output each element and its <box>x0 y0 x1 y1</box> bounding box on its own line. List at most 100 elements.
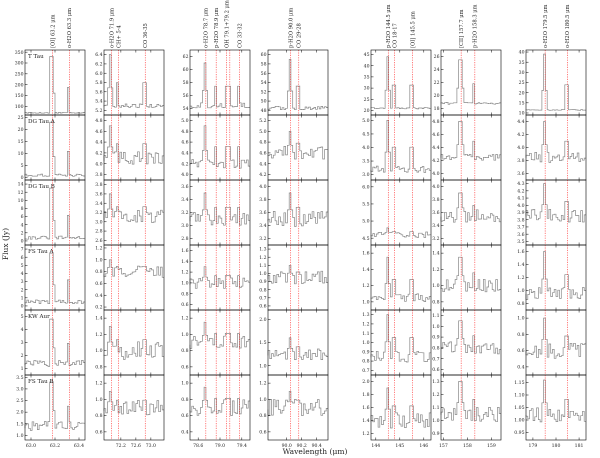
y-tick-label: 54 <box>261 80 267 86</box>
y-tick-label: 1.15 <box>514 380 524 386</box>
y-tick-label: 0 <box>21 304 24 310</box>
y-tick-label: 0.6 <box>259 429 266 435</box>
y-tick-label: 60 <box>183 67 189 73</box>
y-tick-label: 0.9 <box>432 431 439 437</box>
y-axis-label: Flux (Jy) <box>1 228 10 260</box>
panel-frame <box>525 374 587 441</box>
y-tick-label: 8 <box>21 206 24 212</box>
y-tick-label: 1.2 <box>181 316 188 322</box>
spectrum-line <box>370 56 431 110</box>
y-tick-label: 1.1 <box>259 263 266 269</box>
line-id-label: [OI] 145.5 μm <box>410 11 416 48</box>
y-tick-label: 0.6 <box>259 304 266 310</box>
y-tick-label: 2 <box>21 287 24 293</box>
y-tick-label: 0.6 <box>95 429 102 435</box>
y-tick-label: 1.4 <box>517 262 524 268</box>
y-tick-label: 0.7 <box>432 356 439 362</box>
x-tick-label: 158 <box>463 443 472 449</box>
spectrum-line <box>267 390 328 416</box>
y-tick-label: 1.00 <box>514 418 524 424</box>
y-tick-label: 25 <box>364 97 370 103</box>
spectrum-line <box>440 192 501 223</box>
y-tick-label: 1.0 <box>181 281 188 287</box>
panel-frame <box>267 49 329 116</box>
y-tick-label: 35 <box>364 74 370 80</box>
y-tick-label: 0.9 <box>259 279 266 285</box>
spectrum-line <box>24 252 85 305</box>
y-tick-label: 1.4 <box>362 418 369 424</box>
spectrum-line <box>267 264 328 285</box>
y-tick-label: 4.2 <box>181 161 188 167</box>
y-tick-label: 5.4 <box>95 99 102 105</box>
spectrum-line <box>267 192 328 227</box>
y-tick-label: 1.0 <box>181 332 188 338</box>
y-tick-label: 1.4 <box>95 316 102 322</box>
y-tick-label: 1.2 <box>432 392 439 398</box>
y-tick-label: 3.2 <box>95 210 102 216</box>
line-id-label: o-H2O 78.7 μm <box>204 8 210 48</box>
y-tick-label: 54 <box>183 106 189 112</box>
y-tick-label: 0.8 <box>432 299 439 305</box>
line-id-label: o-H2O 179.5 μm <box>543 5 549 48</box>
y-tick-label: 1.3 <box>362 312 369 318</box>
y-tick-label: 6.0 <box>362 184 369 190</box>
y-tick-label: 40 <box>364 63 370 69</box>
spectrum-line <box>189 192 250 226</box>
y-tick-label: 4.6 <box>259 151 266 157</box>
y-tick-label: 1.2 <box>517 275 524 281</box>
y-tick-label: 1.6 <box>362 251 369 257</box>
y-tick-label: 1.0 <box>517 288 524 294</box>
y-tick-label: 4.4 <box>259 161 266 167</box>
spectrum-line <box>103 325 164 360</box>
panel-frame <box>440 114 502 181</box>
spectrum-line <box>103 54 164 108</box>
spectrum-line <box>370 387 431 429</box>
y-tick-label: 5.2 <box>95 108 102 114</box>
y-tick-label: 4.6 <box>181 140 188 146</box>
y-tick-label: 4 <box>21 222 24 228</box>
spectrum-line <box>525 379 586 423</box>
y-tick-label: 30 <box>519 70 525 76</box>
y-tick-label: 0.6 <box>181 413 188 419</box>
panel-frame <box>267 374 329 441</box>
y-tick-label: 3.6 <box>181 184 188 190</box>
y-tick-label: 20 <box>434 93 440 99</box>
y-tick-label: 5.0 <box>181 118 188 124</box>
source-label: DG Tau B <box>28 184 55 190</box>
y-tick-label: 250 <box>15 71 24 77</box>
panel-frame <box>370 374 432 441</box>
spectrum-line <box>370 256 431 302</box>
x-tick-label: 179 <box>529 443 538 449</box>
y-tick-label: 1.0 <box>432 324 439 330</box>
spectrum-line <box>103 259 164 278</box>
y-tick-label: 1.0 <box>95 397 102 403</box>
spectrum-line <box>24 318 85 367</box>
spectrum-line <box>189 386 250 416</box>
y-tick-label: 3.8 <box>432 197 439 203</box>
y-tick-label: 1.3 <box>259 247 266 253</box>
y-tick-label: 1.2 <box>362 322 369 328</box>
y-tick-label: 48 <box>261 108 267 114</box>
x-tick-label: 145 <box>395 443 404 449</box>
y-tick-label: 4.6 <box>95 129 102 135</box>
x-tick-label: 72.6 <box>131 443 141 449</box>
y-tick-label: 1.4 <box>181 259 188 265</box>
y-tick-label: 1.4 <box>432 251 439 257</box>
y-tick-label: 0.9 <box>432 335 439 341</box>
y-tick-label: 0.9 <box>362 349 369 355</box>
y-tick-label: 20 <box>18 127 24 133</box>
y-tick-label: 0.6 <box>432 367 439 373</box>
y-tick-label: 26 <box>434 54 440 60</box>
spectrum-line <box>525 121 586 163</box>
line-id-label: o-H2O 63.3 μm <box>67 8 73 48</box>
y-tick-label: 1 <box>21 366 24 372</box>
y-tick-label: 3.8 <box>517 158 524 164</box>
spectrum-line <box>189 62 250 109</box>
spectrum-line <box>24 121 85 177</box>
x-axis-label: Wavelength (μm) <box>283 447 348 456</box>
line-id-label: p-H2O 78.9 μm <box>214 8 220 48</box>
line-id-label: o-H2O 180.5 μm <box>565 5 571 48</box>
y-tick-label: 4.0 <box>517 145 524 151</box>
y-tick-label: 2.6 <box>95 238 102 244</box>
line-id-label: CO 29-28 <box>297 23 303 48</box>
